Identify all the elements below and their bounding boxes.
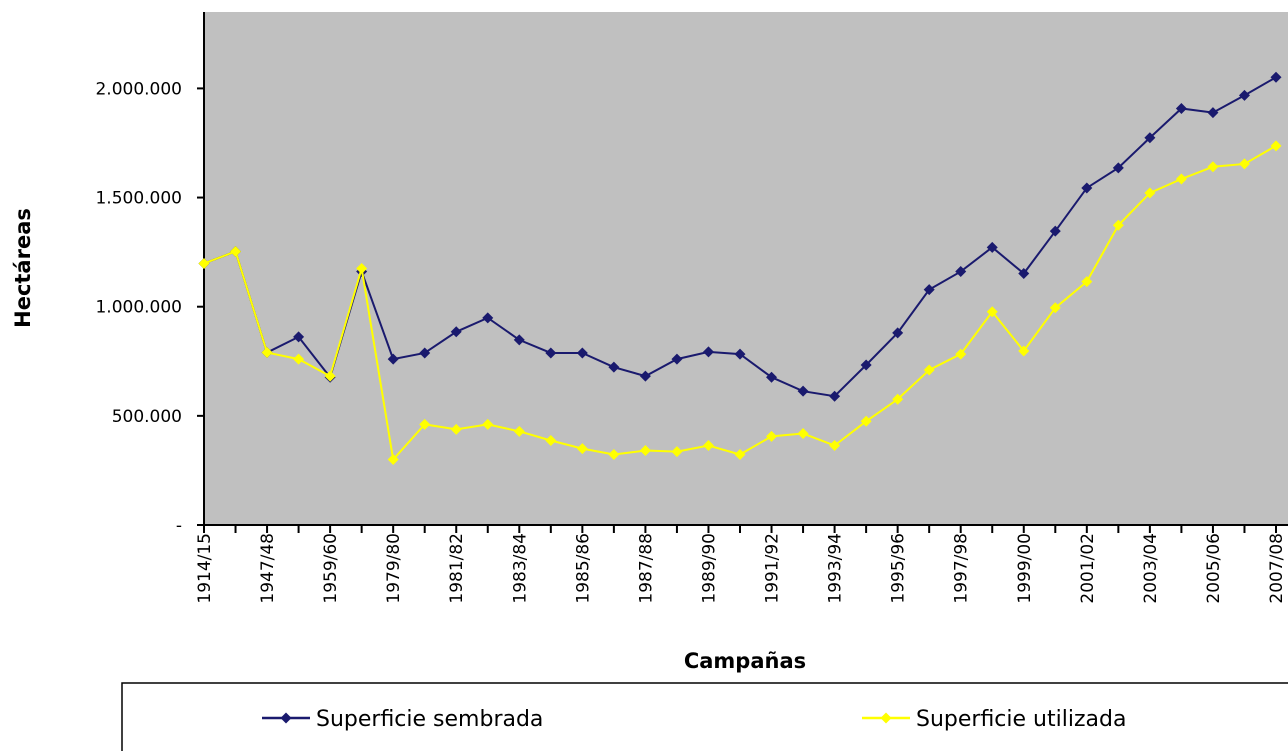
point [829,390,841,402]
legend-label: Superficie sembrada [316,707,543,732]
x-tick-label: 1981/82 [447,533,467,604]
point [1112,219,1124,231]
point [293,331,305,343]
point [702,346,714,358]
y-tick-label: 500.000 [112,407,182,427]
x-tick-label: 2001/02 [1078,533,1098,604]
x-tick-label: 1997/98 [952,533,972,604]
x-tick-label: 1985/86 [573,533,593,604]
point [482,312,494,324]
point [923,284,935,296]
point [1018,268,1030,280]
point [766,371,778,383]
point [356,263,368,274]
x-tick-label: 1959/60 [321,533,341,604]
y-tick-label: - [176,516,182,536]
point [797,385,809,397]
point [1270,140,1282,152]
point [734,348,746,360]
point [261,347,273,359]
point [576,443,588,455]
point [1175,102,1187,114]
x-tick-label: 2007/08 [1267,533,1287,604]
point [513,425,525,437]
point [734,448,746,460]
point [1144,132,1156,144]
point [387,353,399,365]
x-tick-label: 1999/00 [1015,533,1035,604]
x-tick-label: 1989/90 [699,533,719,604]
x-tick-label: 2003/04 [1141,533,1161,604]
point [955,266,967,278]
point [671,446,683,458]
point [1049,225,1061,237]
point [766,430,778,442]
legend-marker [880,712,892,724]
point [702,440,714,452]
x-tick-label: 1995/96 [889,533,909,604]
legend-label: Superficie utilizada [916,707,1126,732]
x-tick-label: 1987/88 [636,533,656,604]
point [1207,107,1219,119]
point [1270,71,1282,83]
point [293,353,305,365]
y-tick-label: 1.500.000 [95,189,182,209]
point [1112,162,1124,174]
point [797,428,809,440]
point [1018,345,1030,357]
point [576,347,588,359]
point [892,327,904,339]
point [860,415,872,427]
point [1238,158,1250,170]
y-axis-title: Hectáreas [11,208,35,328]
point [671,353,683,365]
point [1175,173,1187,185]
point [1081,182,1093,194]
x-tick-label: 1979/80 [384,533,404,604]
point [230,245,242,257]
point [513,334,525,346]
point [324,370,336,382]
x-tick-label: 1993/94 [826,533,846,604]
point [608,361,620,373]
point [923,364,935,376]
point [450,423,462,435]
point [608,448,620,460]
point [1207,161,1219,173]
point [1144,187,1156,199]
point [955,348,967,360]
point [545,435,557,447]
legend-box [121,682,1288,751]
plot-area [204,12,1288,525]
point [639,445,651,457]
point [198,257,210,269]
point [639,370,651,382]
point [545,347,557,359]
y-tick-label: 2.000.000 [95,79,182,99]
point [829,440,841,452]
y-tick-label: 1.000.000 [95,298,182,318]
x-axis-title: Campañas [684,649,806,673]
point [986,306,998,318]
point [860,359,872,371]
point [986,241,998,253]
x-tick-label: 2005/06 [1204,533,1224,604]
legend-marker [280,712,292,724]
x-tick-label: 1991/92 [763,533,783,604]
point [419,347,431,359]
x-tick-label: 1947/48 [258,533,278,604]
point [387,454,399,466]
x-tick-label: 1983/84 [510,533,530,604]
point [450,326,462,338]
point [419,418,431,430]
point [1049,302,1061,314]
x-tick-label: 1914/15 [195,533,215,604]
point [892,393,904,405]
point [1238,89,1250,101]
point [482,418,494,430]
point [1081,276,1093,288]
